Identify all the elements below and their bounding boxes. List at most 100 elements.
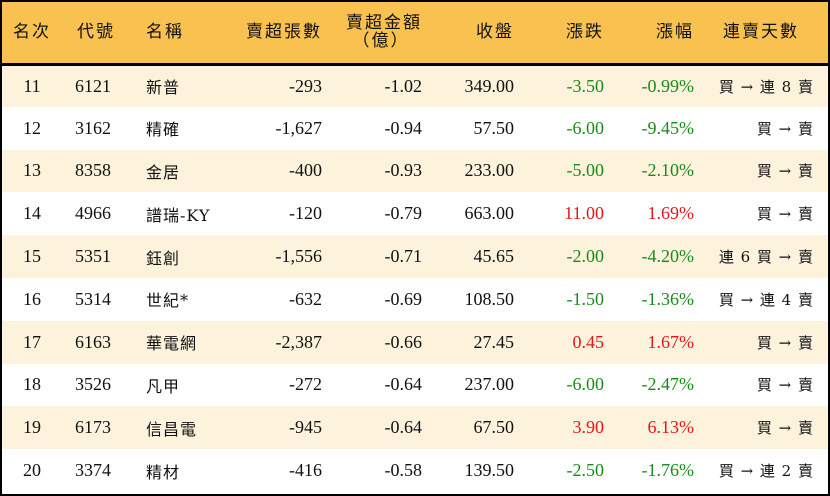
net-sell-lots-cell: -945 — [289, 417, 322, 438]
consecutive-days-cell: 買 → 賣 — [756, 119, 814, 138]
change-cell: 3.90 — [572, 417, 605, 438]
col-net-sell-amount-line2: （億） — [352, 31, 410, 52]
change-pct-cell: -2.10% — [641, 160, 695, 181]
rank-cell: 19 — [23, 417, 41, 438]
rank-cell: 12 — [23, 117, 41, 138]
change-pct-cell: 6.13% — [647, 417, 695, 438]
code-cell: 6163 — [75, 331, 111, 352]
change-cell: -2.00 — [566, 246, 605, 267]
col-name: 名稱 — [146, 22, 184, 43]
table-row: 18 3526 凡甲 -272 -0.64 237.00 -6.00 -2.47% 買 → 賣 — [2, 363, 828, 407]
net-sell-lots-cell: -2,387 — [275, 331, 323, 352]
net-sell-lots-cell: -1,627 — [275, 117, 323, 138]
close-cell: 27.45 — [473, 331, 515, 352]
rank-cell: 20 — [23, 460, 41, 481]
close-cell: 233.00 — [464, 160, 515, 181]
table-row: 14 4966 譜瑞-KY -120 -0.79 663.00 11.00 1.69% 買 → … — [2, 192, 828, 236]
change-pct-cell: -1.76% — [641, 460, 695, 481]
change-cell: -6.00 — [566, 374, 605, 395]
name-cell: 精確 — [146, 120, 181, 140]
net-sell-lots-cell: -120 — [289, 203, 322, 224]
col-change: 漲跌 — [566, 22, 604, 43]
net-sell-lots-cell: -272 — [289, 374, 322, 395]
name-cell: 譜瑞-KY — [146, 205, 211, 225]
change-cell: -3.50 — [566, 75, 605, 96]
consecutive-days-cell: 買 → 賣 — [756, 162, 814, 181]
close-cell: 67.50 — [473, 417, 515, 438]
net-sell-lots-cell: -400 — [289, 160, 322, 181]
net-sell-amount-cell: -0.58 — [384, 460, 423, 481]
consecutive-days-cell: 買 → 連 4 賣 — [718, 290, 814, 309]
col-close: 收盤 — [476, 22, 514, 43]
change-cell: -2.50 — [566, 460, 605, 481]
net-sell-lots-cell: -416 — [289, 460, 322, 481]
rank-cell: 14 — [23, 203, 41, 224]
code-cell: 5351 — [75, 246, 111, 267]
name-cell: 精材 — [146, 462, 181, 482]
table-row: 13 8358 金居 -400 -0.93 233.00 -5.00 -2.10% 買 → 賣 — [2, 149, 828, 193]
net-sell-amount-cell: -0.79 — [384, 203, 423, 224]
code-cell: 6121 — [75, 75, 111, 96]
net-sell-lots-cell: -1,556 — [275, 246, 323, 267]
change-cell: 0.45 — [572, 331, 605, 352]
consecutive-days-cell: 買 → 賣 — [756, 419, 814, 438]
change-cell: -1.50 — [566, 288, 605, 309]
col-rank: 名次 — [13, 22, 51, 43]
table-row: 16 5314 世紀* -632 -0.69 108.50 -1.50 -1.36% 買 → 連… — [2, 277, 828, 321]
close-cell: 237.00 — [464, 374, 515, 395]
name-cell: 世紀* — [146, 291, 190, 311]
table-row: 12 3162 精確 -1,627 -0.94 57.50 -6.00 -9.45% 買 → 賣 — [2, 106, 828, 150]
code-cell: 4966 — [75, 203, 111, 224]
name-cell: 鈺創 — [146, 248, 181, 268]
col-change-pct: 漲幅 — [656, 22, 694, 43]
change-pct-cell: -4.20% — [641, 246, 695, 267]
change-pct-cell: -0.99% — [641, 75, 695, 96]
consecutive-days-cell: 買 → 賣 — [756, 376, 814, 395]
change-cell: -6.00 — [566, 117, 605, 138]
consecutive-days-cell: 買 → 賣 — [756, 333, 814, 352]
table-header: 名次 代號 名稱 賣超張數 賣超金額 （億） 收盤 漲跌 漲幅 連賣天數 — [2, 2, 828, 64]
change-pct-cell: -1.36% — [641, 288, 695, 309]
change-pct-cell: 1.67% — [647, 331, 695, 352]
name-cell: 凡甲 — [146, 376, 181, 396]
col-code: 代號 — [77, 22, 115, 43]
close-cell: 108.50 — [464, 288, 515, 309]
rank-cell: 13 — [23, 160, 41, 181]
table-row: 11 6121 新普 -293 -1.02 349.00 -3.50 -0.99% 買 → 連 … — [2, 64, 828, 107]
code-cell: 3162 — [75, 117, 111, 138]
table-row: 19 6173 信昌電 -945 -0.64 67.50 3.90 6.13% 買 → 賣 — [2, 406, 828, 450]
col-net-sell-amount-line1: 賣超金額 — [346, 13, 422, 34]
name-cell: 華電網 — [146, 334, 198, 354]
close-cell: 139.50 — [464, 460, 515, 481]
net-sell-amount-cell: -0.93 — [384, 160, 423, 181]
name-cell: 信昌電 — [146, 419, 198, 439]
code-cell: 8358 — [75, 160, 111, 181]
rank-cell: 16 — [23, 288, 41, 309]
code-cell: 3374 — [75, 460, 111, 481]
close-cell: 349.00 — [464, 75, 515, 96]
close-cell: 57.50 — [473, 117, 515, 138]
rank-cell: 18 — [23, 374, 41, 395]
net-sell-amount-cell: -0.66 — [384, 331, 423, 352]
table-row: 20 3374 精材 -416 -0.58 139.50 -2.50 -1.76% 買 → 連 … — [2, 449, 828, 492]
net-sell-amount-cell: -0.69 — [384, 288, 423, 309]
col-net-sell-lots: 賣超張數 — [246, 22, 322, 43]
net-sell-lots-cell: -632 — [289, 288, 322, 309]
col-consecutive-days: 連賣天數 — [723, 22, 799, 43]
change-pct-cell: -9.45% — [641, 117, 695, 138]
rank-cell: 11 — [23, 75, 41, 96]
table-row: 15 5351 鈺創 -1,556 -0.71 45.65 -2.00 -4.20% 連 6 買… — [2, 235, 828, 278]
change-cell: 11.00 — [564, 203, 604, 224]
name-cell: 金居 — [146, 162, 181, 182]
change-pct-cell: -2.47% — [641, 374, 695, 395]
code-cell: 5314 — [75, 288, 111, 309]
consecutive-days-cell: 買 → 連 8 賣 — [718, 77, 814, 96]
consecutive-days-cell: 連 6 買 → 賣 — [718, 248, 814, 267]
net-sell-amount-cell: -0.71 — [384, 246, 423, 267]
consecutive-days-cell: 買 → 連 2 賣 — [718, 462, 814, 481]
table-body: 11 6121 新普 -293 -1.02 349.00 -3.50 -0.99% 買 → 連 … — [2, 64, 828, 492]
consecutive-days-cell: 買 → 賣 — [756, 205, 814, 224]
net-sell-amount-cell: -0.64 — [384, 374, 423, 395]
change-cell: -5.00 — [566, 160, 605, 181]
